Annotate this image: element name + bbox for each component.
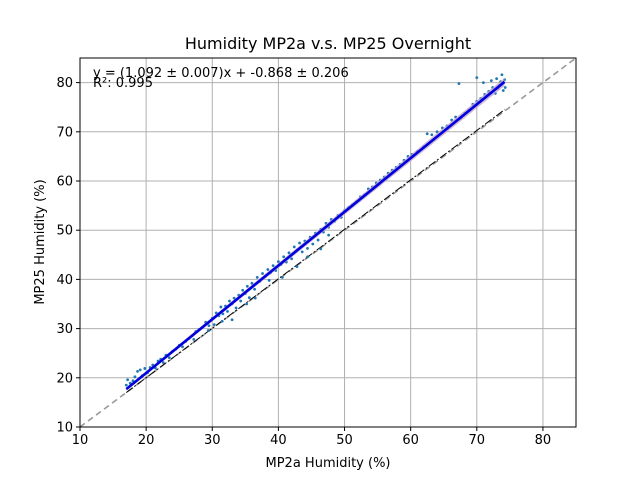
data-point — [220, 319, 224, 323]
y-tick-label: 80 — [56, 76, 73, 91]
data-point — [501, 89, 505, 92]
data-point — [503, 86, 507, 89]
y-tick-label: 70 — [56, 125, 73, 140]
chart-title: Humidity MP2a v.s. MP25 Overnight — [185, 34, 471, 53]
data-point — [207, 324, 211, 328]
dashdot-line — [125, 109, 505, 393]
y-tick-label: 20 — [56, 371, 73, 386]
data-point — [306, 247, 309, 250]
data-point — [253, 296, 257, 300]
data-point — [298, 241, 301, 245]
data-point — [192, 338, 196, 341]
data-point — [247, 296, 251, 300]
data-point — [181, 345, 184, 349]
data-point — [292, 245, 296, 249]
data-point — [489, 79, 493, 83]
data-point — [234, 306, 238, 310]
data-point — [327, 233, 331, 237]
data-point — [425, 132, 429, 136]
y-tick-label: 10 — [56, 421, 73, 436]
x-tick-label: 20 — [138, 433, 155, 448]
data-point — [295, 265, 299, 269]
data-point — [167, 356, 171, 360]
x-tick-label: 70 — [469, 433, 486, 448]
data-point — [133, 375, 137, 379]
data-point — [255, 276, 259, 279]
data-point — [482, 81, 485, 84]
data-point — [261, 272, 264, 275]
data-point — [306, 255, 309, 259]
data-point — [131, 379, 135, 383]
data-point — [271, 264, 275, 268]
y-axis-label: MP25 Humidity (%) — [33, 179, 48, 304]
data-point — [311, 242, 315, 246]
y-tick-label: 30 — [56, 322, 73, 337]
fit-equation-annotation: y = (1.092 ± 0.007)x + -0.868 ± 0.206 — [93, 66, 349, 81]
data-point — [230, 318, 234, 322]
x-tick-label: 40 — [270, 433, 287, 448]
data-point — [280, 276, 284, 279]
x-axis-ticks: 10 20 30 40 50 60 70 80 — [72, 427, 551, 448]
data-point — [136, 370, 139, 373]
data-point — [143, 367, 147, 370]
data-point — [239, 299, 243, 303]
data-point — [161, 361, 165, 364]
data-point — [138, 368, 142, 372]
data-point — [300, 250, 304, 254]
data-point — [267, 278, 271, 282]
x-tick-label: 30 — [204, 433, 221, 448]
y-tick-label: 60 — [56, 175, 73, 190]
data-point — [250, 281, 254, 285]
plot-frame — [79, 57, 577, 428]
x-tick-label: 60 — [402, 433, 419, 448]
fit-line-group — [125, 77, 506, 391]
data-point — [124, 383, 128, 387]
r-squared-annotation: R²: 0.995 — [93, 76, 153, 91]
x-tick-label: 80 — [535, 433, 552, 448]
data-point — [226, 309, 229, 313]
data-point — [475, 76, 479, 80]
data-point — [253, 287, 256, 291]
data-point — [430, 133, 434, 137]
data-point — [290, 257, 294, 261]
data-point — [287, 251, 291, 255]
x-tick-label: 50 — [336, 433, 353, 448]
data-point — [277, 260, 280, 264]
data-point — [316, 238, 320, 242]
data-point — [206, 329, 210, 332]
y-tick-label: 50 — [56, 224, 73, 239]
reference-lines — [80, 58, 576, 427]
data-point — [457, 82, 461, 85]
x-tick-label: 10 — [72, 433, 89, 448]
fit-line — [125, 80, 506, 391]
data-point — [219, 305, 223, 309]
data-point — [245, 302, 249, 306]
data-point — [500, 73, 504, 77]
x-axis-label: MP2a Humidity (%) — [266, 456, 391, 471]
data-point — [212, 323, 216, 327]
data-point — [126, 378, 130, 382]
y-tick-label: 40 — [56, 273, 73, 288]
data-point — [228, 299, 231, 303]
data-point — [495, 77, 499, 81]
data-point — [245, 284, 249, 288]
data-point — [266, 268, 270, 271]
y-axis-ticks: 10 20 30 40 50 60 70 80 — [56, 76, 80, 436]
data-point — [282, 255, 286, 259]
data-point — [241, 288, 245, 292]
data-point — [319, 247, 323, 251]
